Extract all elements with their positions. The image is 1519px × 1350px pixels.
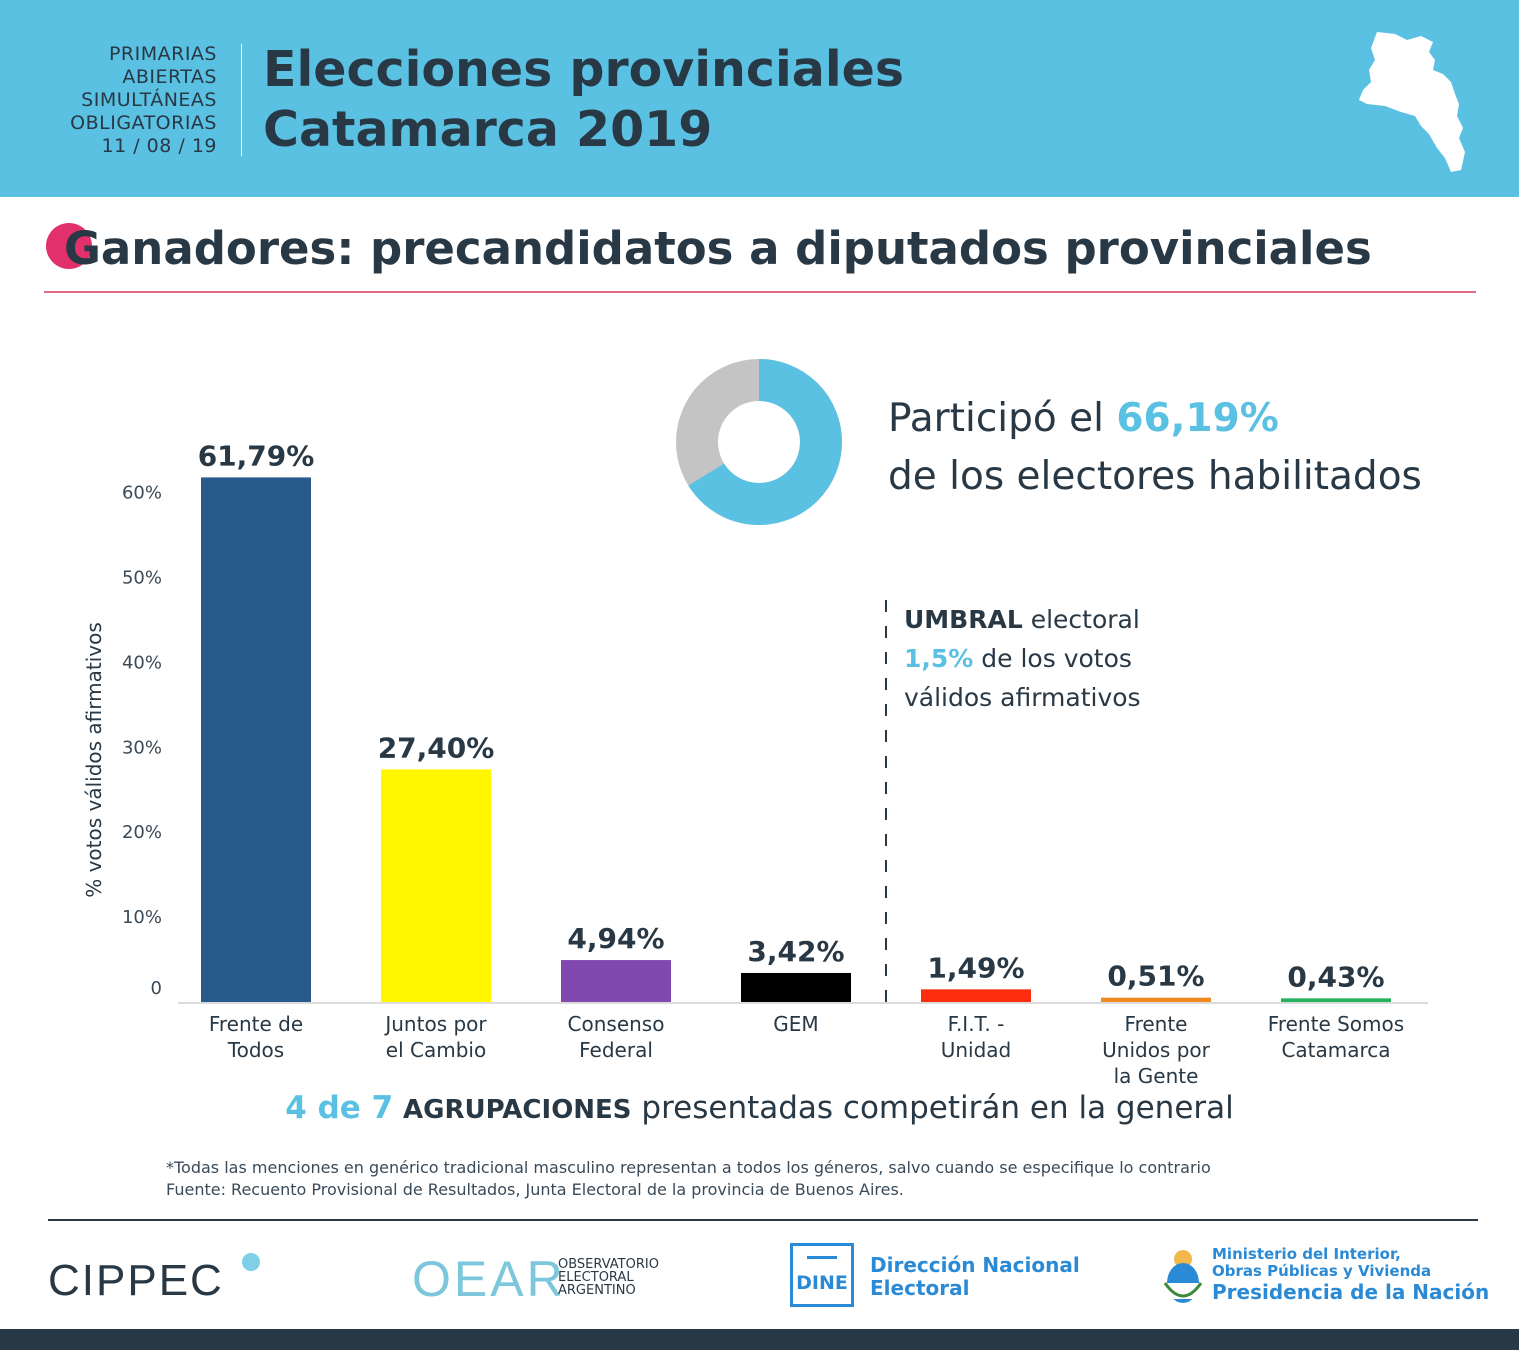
paso-line: SIMULTÁNEAS xyxy=(81,89,217,111)
y-tick-label: 60% xyxy=(122,483,162,504)
summary-rest: presentadas competirán en la general xyxy=(641,1090,1234,1126)
dine-name: Dirección Nacional Electoral xyxy=(870,1254,1080,1300)
bar-value-label: 4,94% xyxy=(567,922,664,955)
category-label: Consenso xyxy=(568,1012,665,1036)
donut-participation-arc xyxy=(676,359,842,525)
oear-line: ELECTORAL xyxy=(558,1270,634,1285)
bar xyxy=(921,989,1031,1002)
threshold-note: UMBRAL electoral 1,5% de los votos válid… xyxy=(904,600,1141,717)
summary-count: 4 de 7 xyxy=(285,1090,394,1126)
section-dot xyxy=(46,223,92,269)
category-label: Todos xyxy=(227,1038,284,1062)
oear-wordmark: OEAR xyxy=(412,1251,566,1307)
dine-bar xyxy=(807,1256,837,1259)
section-title: Ganadores: precandidatos a diputados pro… xyxy=(64,222,1372,275)
category-label: GEM xyxy=(773,1012,818,1036)
bar-value-label: 1,49% xyxy=(927,951,1024,984)
y-tick-label: 0 xyxy=(151,978,162,999)
footnotes: *Todas las menciones en genérico tradici… xyxy=(166,1157,1211,1201)
coat-of-arms-icon xyxy=(1163,1250,1203,1303)
bar-value-label: 0,51% xyxy=(1107,960,1204,993)
threshold-bold: UMBRAL xyxy=(904,605,1023,634)
bar-value-label: 0,43% xyxy=(1287,960,1384,993)
category-label: Catamarca xyxy=(1281,1038,1390,1062)
category-label: F.I.T. - xyxy=(948,1012,1005,1036)
paso-date: 11 / 08 / 19 xyxy=(101,135,217,157)
threshold-rest2: de los votos xyxy=(973,644,1132,673)
y-tick-label: 40% xyxy=(122,652,162,673)
ministerio-line: Ministerio del Interior, xyxy=(1212,1245,1401,1263)
footnote-gender: *Todas las menciones en genérico tradici… xyxy=(166,1158,1211,1177)
y-tick-label: 20% xyxy=(122,822,162,843)
ministerio-name: Ministerio del Interior, Obras Públicas … xyxy=(1212,1245,1490,1305)
dine-line: Dirección Nacional xyxy=(870,1253,1080,1277)
header-banner: PRIMARIAS ABIERTAS SIMULTÁNEAS OBLIGATOR… xyxy=(0,0,1519,197)
bar-value-label: 27,40% xyxy=(378,731,495,764)
paso-line: PRIMARIAS xyxy=(108,43,217,65)
oear-logo: OEAR OBSERVATORIO ELECTORAL ARGENTINO xyxy=(412,1250,659,1308)
category-label: Frente de xyxy=(209,1012,303,1036)
bar-chart: 0 10% 20% 30% 40% 50% 60% % votos válidos afirm… xyxy=(82,439,1428,1088)
bar-value-label: 61,79% xyxy=(198,439,315,472)
cippec-logo: CIPPEC xyxy=(48,1256,224,1305)
summary-bold: AGRUPACIONES xyxy=(403,1095,632,1125)
bar xyxy=(1101,997,1211,1002)
bar xyxy=(561,960,671,1002)
presidencia-line: Presidencia de la Nación xyxy=(1212,1280,1490,1304)
bar xyxy=(381,769,491,1002)
category-label: Frente Somos xyxy=(1268,1012,1404,1036)
paso-line: OBLIGATORIAS xyxy=(70,112,217,134)
category-label: Juntos por xyxy=(383,1012,487,1036)
category-label: el Cambio xyxy=(386,1038,486,1062)
y-tick-label: 30% xyxy=(122,737,162,758)
bar xyxy=(741,972,851,1002)
dine-box-text: DINE xyxy=(796,1272,848,1294)
section-divider xyxy=(44,291,1476,293)
category-label: Unidos por xyxy=(1102,1038,1211,1062)
title-line-2: Catamarca 2019 xyxy=(263,101,713,158)
category-label: la Gente xyxy=(1114,1064,1199,1088)
y-axis-label: % votos válidos afirmativos xyxy=(82,622,106,898)
participation-text: Participó el 66,19% de los electores hab… xyxy=(888,390,1422,506)
ministerio-line: Obras Públicas y Vivienda xyxy=(1212,1262,1432,1280)
bar-value-label: 3,42% xyxy=(747,935,844,968)
y-tick-label: 50% xyxy=(122,568,162,589)
participation-donut xyxy=(676,359,842,525)
oear-caption: OBSERVATORIO ELECTORAL ARGENTINO xyxy=(558,1258,659,1297)
footnote-source: Fuente: Recuento Provisional de Resultad… xyxy=(166,1180,904,1199)
catamarca-map-icon xyxy=(1359,32,1465,172)
paso-line: ABIERTAS xyxy=(122,66,217,88)
title-line-1: Elecciones provinciales xyxy=(263,41,905,98)
threshold-line3: válidos afirmativos xyxy=(904,683,1141,712)
oear-line: OBSERVATORIO xyxy=(558,1257,659,1272)
dine-logo: DINE xyxy=(790,1243,854,1307)
category-label: Unidad xyxy=(941,1038,1012,1062)
bar xyxy=(201,477,311,1002)
cippec-badge-icon xyxy=(242,1253,260,1271)
category-label: Frente xyxy=(1125,1012,1188,1036)
y-tick-label: 10% xyxy=(122,907,162,928)
page-title: Elecciones provinciales Catamarca 2019 xyxy=(263,40,904,160)
paso-label: PRIMARIAS ABIERTAS SIMULTÁNEAS OBLIGATOR… xyxy=(70,43,217,158)
participation-line2: de los electores habilitados xyxy=(888,454,1422,499)
threshold-rest: electoral xyxy=(1022,605,1140,634)
participation-prefix: Participó el xyxy=(888,396,1117,441)
dine-line: Electoral xyxy=(870,1276,970,1300)
threshold-pct: 1,5% xyxy=(904,644,974,673)
category-label: Federal xyxy=(579,1038,653,1062)
oear-line: ARGENTINO xyxy=(558,1283,636,1298)
bar xyxy=(1281,998,1391,1002)
footer-divider xyxy=(48,1219,1478,1221)
summary-text: 4 de 7 AGRUPACIONES presentadas competir… xyxy=(0,1090,1519,1126)
bottom-bar xyxy=(0,1329,1519,1350)
header-divider xyxy=(241,44,242,156)
participation-value: 66,19% xyxy=(1116,396,1279,441)
